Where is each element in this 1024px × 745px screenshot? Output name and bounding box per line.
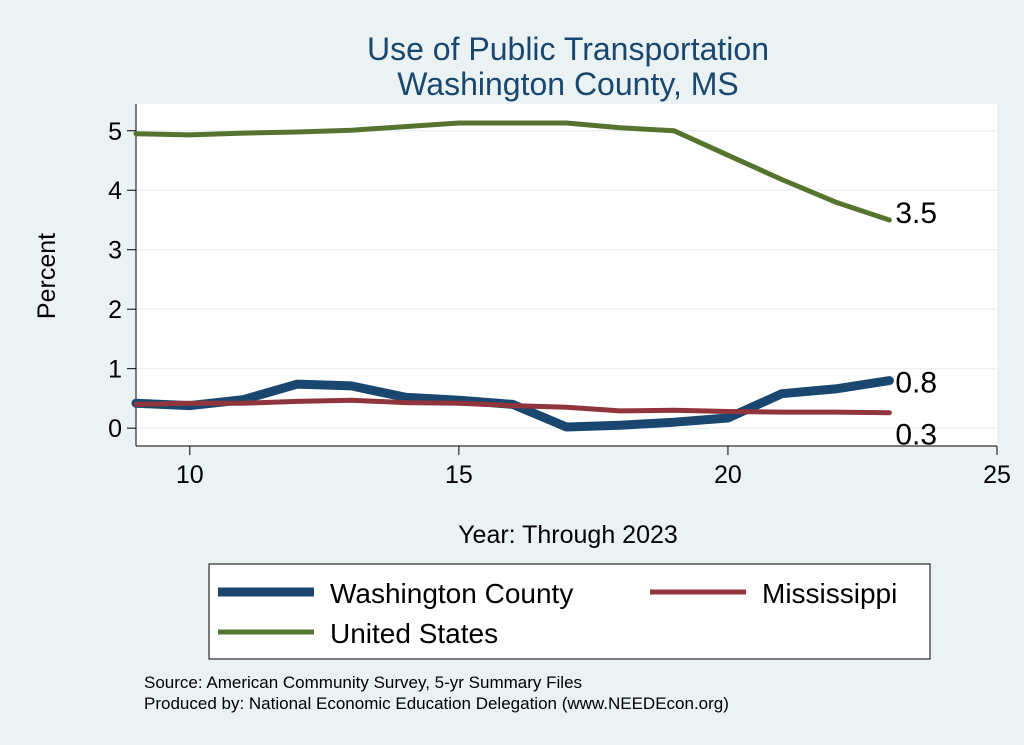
chart-title-line-1: Use of Public Transportation bbox=[367, 31, 769, 67]
legend: Washington County Mississippi United State… bbox=[218, 578, 897, 649]
legend-box bbox=[208, 563, 931, 660]
chart-title-line-2: Washington County, MS bbox=[397, 66, 738, 102]
y-tick-label-1: 1 bbox=[108, 356, 122, 384]
axes: 0 1 2 3 4 5 10 15 20 25 bbox=[108, 104, 1011, 489]
series-line-united-states bbox=[133, 120, 892, 223]
series-layer bbox=[131, 120, 894, 432]
y-tick-label-2: 2 bbox=[108, 296, 122, 324]
grid-lines bbox=[136, 130, 997, 429]
end-labels: 0.8 0.3 3.5 bbox=[895, 197, 937, 452]
x-axis-title: Year: Through 2023 bbox=[458, 521, 678, 549]
y-tick-label-5: 5 bbox=[108, 118, 122, 146]
x-tick-label-0: 10 bbox=[176, 461, 204, 489]
y-tick-label-0: 0 bbox=[108, 415, 122, 443]
y-tick-label-4: 4 bbox=[108, 177, 122, 205]
producer-note: Produced by: National Economic Education… bbox=[144, 694, 729, 713]
x-tick-label-1: 15 bbox=[445, 461, 473, 489]
legend-label-united-states: United States bbox=[330, 618, 498, 649]
end-label-mississippi: 0.3 bbox=[895, 419, 937, 452]
x-tick-label-2: 20 bbox=[714, 461, 742, 489]
legend-label-washington-county: Washington County bbox=[330, 578, 573, 609]
series-line-mississippi bbox=[133, 397, 892, 416]
x-tick-label-3: 25 bbox=[983, 461, 1011, 489]
end-label-united-states: 3.5 bbox=[895, 197, 937, 230]
y-tick-label-3: 3 bbox=[108, 237, 122, 265]
end-label-washington-county: 0.8 bbox=[895, 367, 937, 400]
y-axis-title: Percent bbox=[33, 233, 61, 319]
source-note: Source: American Community Survey, 5-yr … bbox=[144, 673, 582, 692]
legend-label-mississippi: Mississippi bbox=[762, 578, 897, 609]
